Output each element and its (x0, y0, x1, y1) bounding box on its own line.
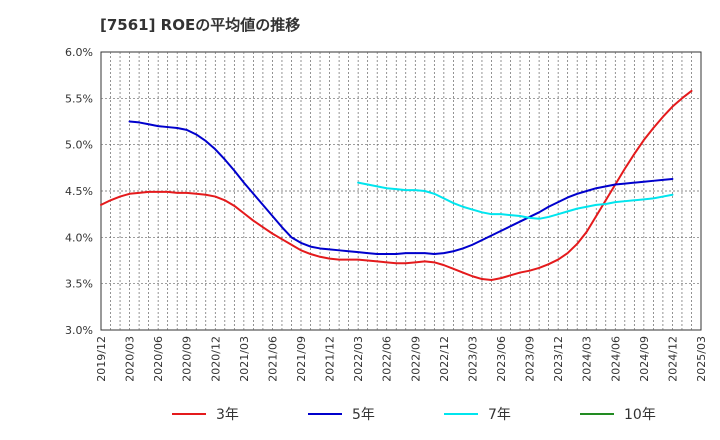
x-tick-label: 2024/03 (581, 336, 594, 382)
x-tick-label: 2023/09 (524, 336, 537, 382)
legend-label-2: 5年 (352, 407, 375, 423)
y-tick-label: 5.0% (65, 139, 93, 152)
x-tick-label: 2020/03 (124, 336, 137, 382)
y-tick-label: 3.0% (65, 324, 93, 337)
legend-label-3: 7年 (488, 407, 511, 423)
y-tick-label: 6.0% (65, 46, 93, 59)
series-line-2 (128, 120, 674, 256)
x-tick-label: 2019/12 (95, 336, 108, 382)
x-tick-label: 2020/06 (152, 336, 165, 382)
x-tick-label: 2021/09 (295, 336, 308, 382)
x-tick-label: 2025/03 (695, 336, 708, 382)
series-line-3 (357, 181, 674, 220)
series-line-1 (100, 89, 693, 281)
x-tick-label: 2022/12 (438, 336, 451, 382)
chart-title: [7561] ROEの平均値の推移 (100, 16, 301, 34)
x-tick-label: 2024/06 (609, 336, 622, 382)
legend-label-4: 10年 (624, 407, 656, 423)
y-tick-label: 3.5% (65, 278, 93, 291)
x-tick-label: 2022/03 (352, 336, 365, 382)
x-tick-label: 2021/06 (266, 336, 279, 382)
x-tick-label: 2024/09 (638, 336, 651, 382)
y-tick-label: 4.0% (65, 231, 93, 244)
y-tick-label: 4.5% (65, 185, 93, 198)
y-tick-label: 5.5% (65, 92, 93, 105)
x-tick-label: 2020/09 (181, 336, 194, 382)
legend-label-1: 3年 (216, 407, 239, 423)
x-tick-label: 2021/12 (324, 336, 337, 382)
x-tick-label: 2024/12 (666, 336, 679, 382)
x-tick-label: 2023/03 (466, 336, 479, 382)
x-tick-label: 2023/06 (495, 336, 508, 382)
x-tick-label: 2022/09 (409, 336, 422, 382)
x-tick-label: 2022/06 (381, 336, 394, 382)
x-tick-label: 2023/12 (552, 336, 565, 382)
x-tick-label: 2020/12 (209, 336, 222, 382)
x-tick-label: 2021/03 (238, 336, 251, 382)
